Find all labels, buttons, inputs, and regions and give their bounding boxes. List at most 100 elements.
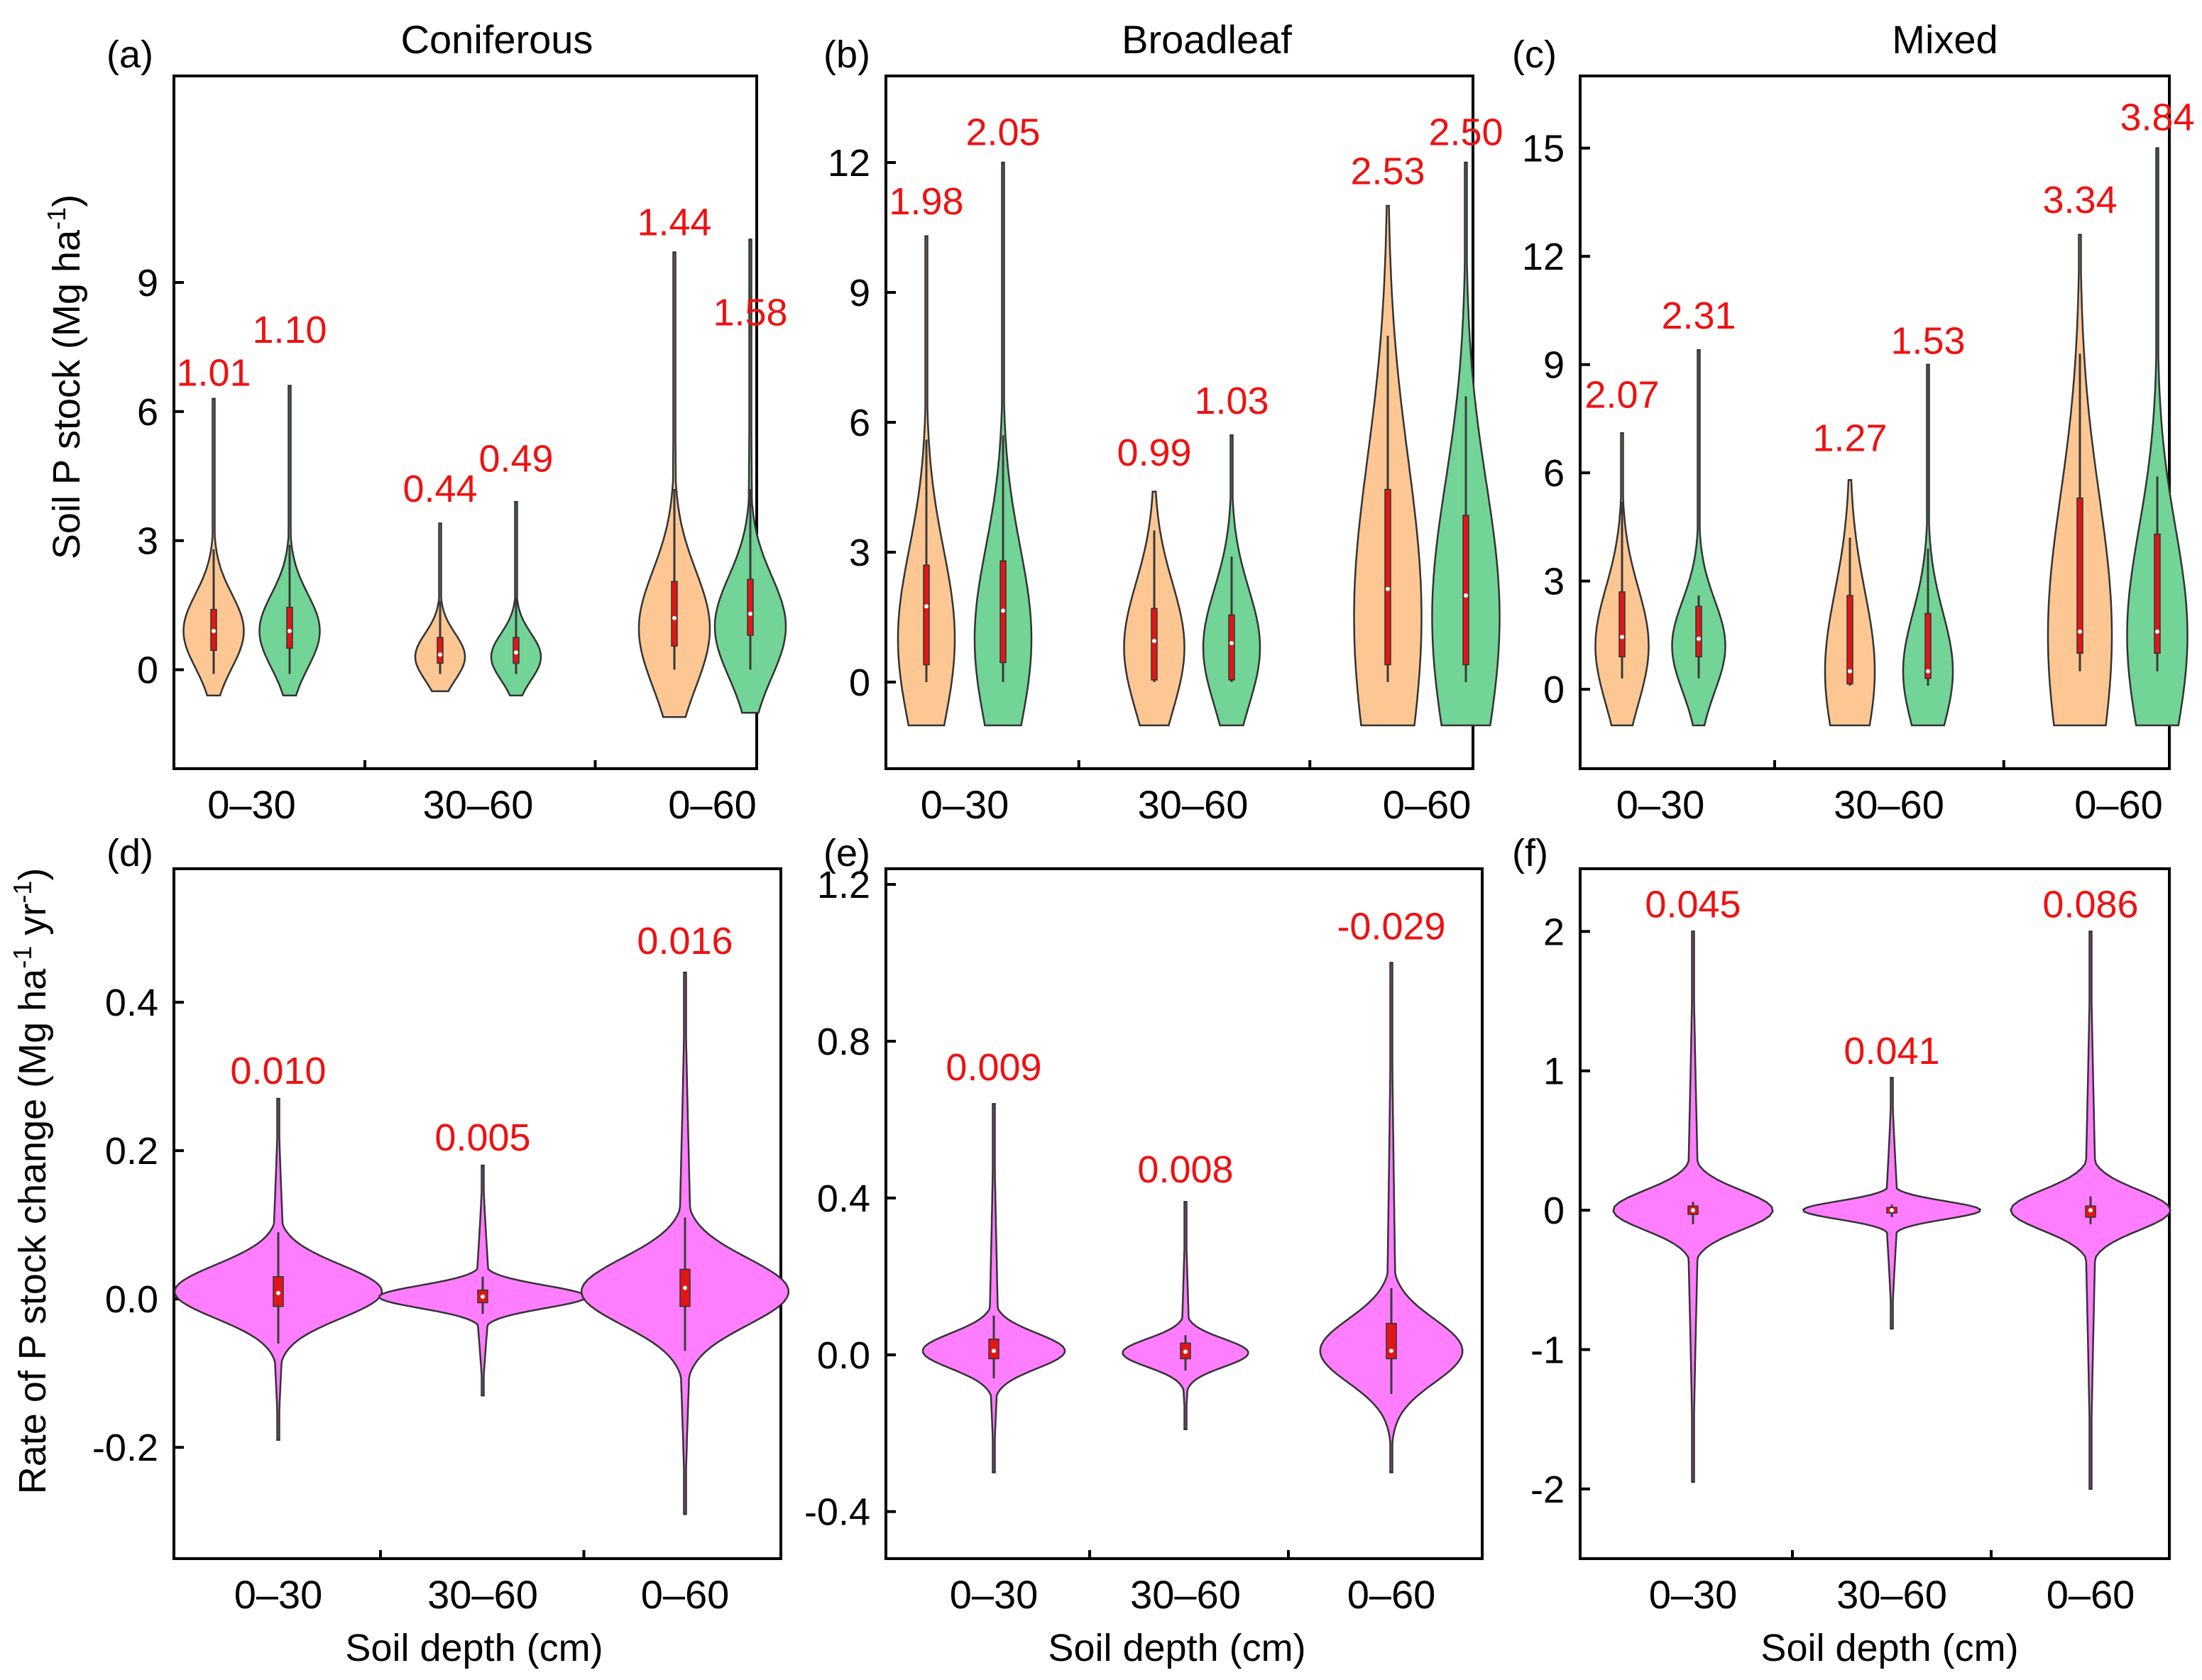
panel-label-f: (f) <box>1512 832 1548 874</box>
x-tick-label-b: 30–60 <box>1138 782 1249 827</box>
annotation-b-group-2-1: 1.03 <box>1194 380 1269 422</box>
median-dot-e-rate-2 <box>1389 1349 1393 1354</box>
panel-title-c: Mixed <box>1892 17 1998 62</box>
x-axis-label-d: Soil depth (cm) <box>345 1627 603 1669</box>
panel-label-d: (d) <box>106 832 153 874</box>
x-tick-label-b: 0–30 <box>921 782 1009 827</box>
median-dot-a-group-1-1 <box>438 652 442 657</box>
y-tick-label-b: 3 <box>849 532 870 574</box>
iqr-box-b-group-2-2 <box>1462 515 1469 666</box>
y-tick-label-c: 12 <box>1522 236 1565 278</box>
panel-frame-a <box>172 75 758 770</box>
panel-label-b: (b) <box>823 33 870 76</box>
y-axis-label-top: Soil P stock (Mg ha-1) <box>42 194 89 559</box>
annotation-c-group-2-1: 1.53 <box>1890 319 1965 362</box>
annotation-b-group-2-2: 2.50 <box>1428 111 1503 154</box>
annotation-a-group-1-0: 1.01 <box>176 351 251 394</box>
annotation-e-rate-1: 0.008 <box>1137 1148 1233 1191</box>
median-dot-c-group-2-0 <box>1697 637 1701 641</box>
y-tick-label-c: 15 <box>1522 128 1565 170</box>
x-tick-label-a: 0–60 <box>668 782 757 827</box>
iqr-box-a-group-2-0 <box>286 606 293 649</box>
annotation-f-rate-2: 0.086 <box>2042 884 2138 926</box>
violin-e-rate-2 <box>1319 962 1464 1473</box>
annotation-a-group-1-2: 1.44 <box>637 201 711 243</box>
violin-a-group-1-0 <box>182 397 245 697</box>
y-tick-label-c: 3 <box>1543 561 1565 603</box>
y-axis-label-bottom-mid: yr <box>11 904 54 946</box>
annotation-b-group-1-1: 0.99 <box>1117 432 1191 474</box>
y-tick-label-e: 0.0 <box>817 1334 870 1377</box>
annotation-b-group-2-0: 2.05 <box>965 111 1040 154</box>
annotation-a-group-2-1: 0.49 <box>478 438 553 481</box>
iqr-box-c-group-1-1 <box>1846 595 1853 685</box>
iqr-box-c-group-2-1 <box>1924 613 1932 679</box>
y-tick-label-f: -2 <box>1530 1468 1565 1511</box>
y-tick-label-a: 0 <box>137 649 158 692</box>
annotation-c-group-1-0: 2.07 <box>1584 374 1659 417</box>
y-tick-label-f: 1 <box>1543 1050 1565 1093</box>
panel-d: (d) -0.2 0.0 0.2 0.4 0–30 30–60 0–60 0.010 0.005 0… <box>92 832 790 1617</box>
x-tick-label-a: 30–60 <box>423 782 534 827</box>
panel-frame-d <box>172 867 782 1560</box>
iqr-box-b-group-2-1 <box>1228 614 1235 681</box>
y-tick-label-d: 0.0 <box>105 1278 158 1321</box>
median-dot-d-rate-0 <box>276 1290 280 1295</box>
median-dot-d-rate-2 <box>683 1285 687 1290</box>
median-dot-f-rate-0 <box>1691 1208 1695 1213</box>
median-dot-a-group-2-0 <box>287 629 292 634</box>
median-dot-b-group-1-2 <box>1386 586 1390 591</box>
x-tick-label-d: 30–60 <box>427 1572 538 1617</box>
y-tick-label-d: 0.4 <box>105 982 158 1024</box>
x-tick-label-d: 0–30 <box>234 1572 323 1617</box>
y-tick-label-e: 1.2 <box>817 864 870 906</box>
annotation-c-group-2-0: 2.31 <box>1661 295 1736 337</box>
panel-label-a: (a) <box>106 33 153 76</box>
median-dot-b-group-2-1 <box>1229 641 1234 646</box>
panel-title-b: Broadleaf <box>1122 17 1292 62</box>
x-tick-label-e: 30–60 <box>1130 1572 1241 1617</box>
iqr-box-b-group-1-0 <box>923 564 930 666</box>
y-tick-label-a: 3 <box>137 520 158 563</box>
annotation-a-group-1-1: 0.44 <box>402 468 477 510</box>
x-tick-label-e: 0–30 <box>950 1572 1039 1617</box>
x-axis-label-f: Soil depth (cm) <box>1760 1627 2018 1669</box>
median-dot-b-group-2-2 <box>1464 593 1468 598</box>
annotation-c-group-1-1: 1.27 <box>1812 417 1887 460</box>
iqr-box-c-group-2-0 <box>1695 605 1702 658</box>
y-tick-label-f: 2 <box>1543 911 1565 953</box>
annotation-f-rate-1: 0.041 <box>1844 1030 1939 1072</box>
violin-c-group-2-2 <box>2126 147 2189 727</box>
median-dot-c-group-2-2 <box>2155 629 2159 634</box>
y-tick-label-b: 9 <box>849 272 870 314</box>
y-tick-label-e: 0.8 <box>817 1021 870 1063</box>
median-dot-a-group-1-0 <box>212 629 216 634</box>
y-tick-label-b: 6 <box>849 402 870 444</box>
annotation-d-rate-2: 0.016 <box>637 920 733 962</box>
median-dot-e-rate-0 <box>992 1349 996 1354</box>
median-dot-c-group-1-0 <box>1620 635 1624 639</box>
annotation-c-group-2-2: 3.84 <box>2120 96 2194 138</box>
iqr-box-a-group-1-1 <box>437 637 444 664</box>
y-tick-label-e: 0.4 <box>817 1177 870 1220</box>
median-dot-f-rate-1 <box>1890 1208 1894 1213</box>
y-axis-label-bottom-end: ) <box>11 868 54 881</box>
median-dot-a-group-1-2 <box>672 615 677 620</box>
x-axis-label-e: Soil depth (cm) <box>1048 1627 1305 1669</box>
y-tick-label-c: 6 <box>1543 452 1565 495</box>
iqr-box-e-rate-2 <box>1386 1322 1397 1360</box>
y-tick-label-b: 0 <box>849 661 870 704</box>
iqr-box-a-group-2-1 <box>513 637 520 664</box>
annotation-e-rate-0: 0.009 <box>946 1046 1041 1089</box>
iqr-box-b-group-1-2 <box>1384 488 1391 666</box>
y-axis-label-bottom: Rate of P stock change (Mg ha-1 yr-1) <box>8 868 55 1494</box>
panel-label-c: (c) <box>1512 33 1557 76</box>
y-tick-label-b: 12 <box>828 142 870 185</box>
violin-e-rate-0 <box>921 1103 1066 1473</box>
y-tick-label-c: 9 <box>1543 344 1565 387</box>
median-dot-b-group-2-0 <box>1001 608 1005 613</box>
annotation-b-group-1-0: 1.98 <box>889 180 963 223</box>
annotation-c-group-1-2: 3.34 <box>2042 179 2117 221</box>
